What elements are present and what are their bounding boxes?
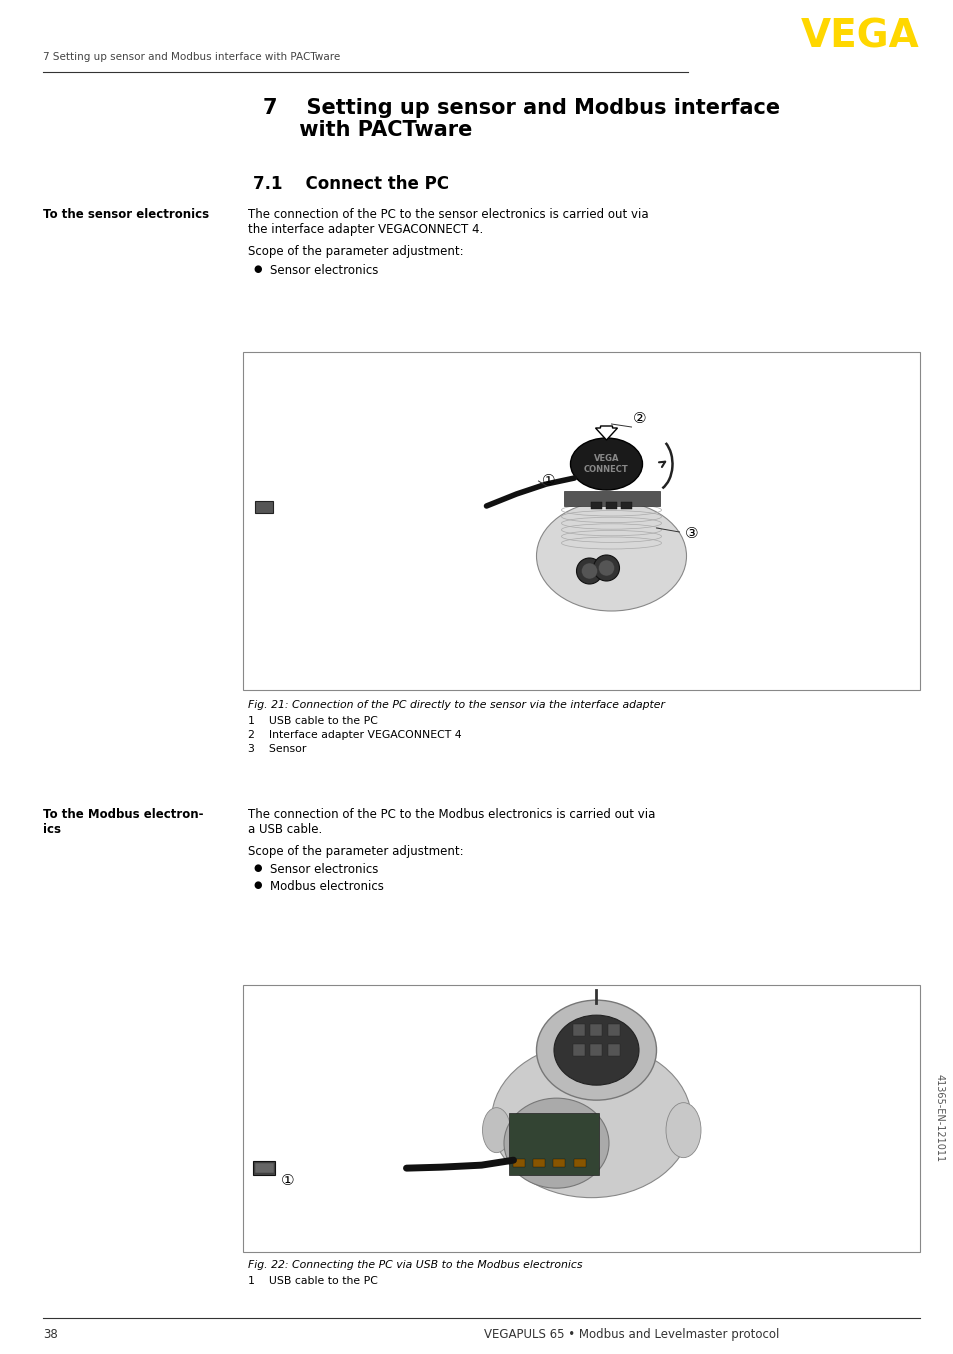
Circle shape [576, 558, 602, 584]
Bar [563, 492, 659, 506]
Bar [590, 1044, 602, 1056]
Bar [620, 502, 631, 509]
Ellipse shape [570, 437, 641, 490]
Text: VEGA: VEGA [801, 18, 919, 56]
Bar [533, 1159, 545, 1167]
Bar [572, 1044, 584, 1056]
Circle shape [581, 563, 597, 580]
Text: VEGAPULS 65 • Modbus and Levelmaster protocol: VEGAPULS 65 • Modbus and Levelmaster pro… [483, 1328, 779, 1340]
Ellipse shape [503, 1098, 608, 1189]
Bar [509, 1113, 598, 1175]
Ellipse shape [665, 1102, 700, 1158]
Text: 1    USB cable to the PC: 1 USB cable to the PC [248, 1275, 377, 1286]
Bar [573, 1159, 585, 1167]
Text: 3    Sensor: 3 Sensor [248, 743, 306, 754]
Text: Fig. 22: Connecting the PC via USB to the Modbus electronics: Fig. 22: Connecting the PC via USB to th… [248, 1261, 582, 1270]
Ellipse shape [536, 1001, 656, 1101]
Text: Sensor electronics: Sensor electronics [270, 264, 378, 278]
Bar [608, 1044, 619, 1056]
Bar [590, 1024, 602, 1036]
Text: Scope of the parameter adjustment:: Scope of the parameter adjustment: [248, 845, 463, 858]
Text: a USB cable.: a USB cable. [248, 823, 322, 837]
Text: 7.1    Connect the PC: 7.1 Connect the PC [253, 175, 449, 194]
Text: 38: 38 [43, 1328, 58, 1340]
Text: ①: ① [541, 474, 555, 489]
Text: To the sensor electronics: To the sensor electronics [43, 209, 209, 221]
Text: To the Modbus electron-: To the Modbus electron- [43, 808, 203, 821]
Text: 7    Setting up sensor and Modbus interface: 7 Setting up sensor and Modbus interface [263, 97, 780, 118]
Ellipse shape [482, 1108, 510, 1152]
Bar [254, 501, 273, 513]
Ellipse shape [554, 1016, 639, 1085]
Text: Modbus electronics: Modbus electronics [270, 880, 383, 894]
Bar [513, 1159, 525, 1167]
Bar [243, 352, 919, 691]
Text: ics: ics [43, 823, 61, 837]
Text: Fig. 21: Connection of the PC directly to the sensor via the interface adapter: Fig. 21: Connection of the PC directly t… [248, 700, 664, 709]
Text: Sensor electronics: Sensor electronics [270, 862, 378, 876]
Text: ●: ● [253, 880, 262, 890]
Circle shape [598, 561, 614, 575]
Text: Scope of the parameter adjustment:: Scope of the parameter adjustment: [248, 245, 463, 259]
Text: ②: ② [632, 412, 645, 427]
Text: the interface adapter VEGACONNECT 4.: the interface adapter VEGACONNECT 4. [248, 223, 483, 237]
Text: with PACTware: with PACTware [263, 121, 472, 139]
Text: ③: ③ [684, 527, 698, 542]
FancyArrow shape [595, 427, 617, 440]
Circle shape [593, 555, 618, 581]
Bar [590, 502, 601, 509]
Ellipse shape [491, 1043, 691, 1198]
Text: 7 Setting up sensor and Modbus interface with PACTware: 7 Setting up sensor and Modbus interface… [43, 51, 340, 62]
Text: 2    Interface adapter VEGACONNECT 4: 2 Interface adapter VEGACONNECT 4 [248, 730, 461, 741]
Text: The connection of the PC to the sensor electronics is carried out via: The connection of the PC to the sensor e… [248, 209, 648, 221]
Text: The connection of the PC to the Modbus electronics is carried out via: The connection of the PC to the Modbus e… [248, 808, 655, 821]
Text: ①: ① [281, 1173, 294, 1187]
Bar [608, 1024, 619, 1036]
Bar [254, 1163, 274, 1173]
Ellipse shape [536, 501, 686, 611]
Bar [253, 1162, 274, 1175]
Bar [243, 984, 919, 1252]
Text: ●: ● [253, 264, 262, 274]
Text: VEGA
CONNECT: VEGA CONNECT [583, 455, 628, 474]
Text: ●: ● [253, 862, 262, 873]
Text: 41365-EN-121011: 41365-EN-121011 [934, 1075, 944, 1163]
Bar [572, 1024, 584, 1036]
Text: 1    USB cable to the PC: 1 USB cable to the PC [248, 716, 377, 726]
Bar [553, 1159, 565, 1167]
Bar [605, 502, 617, 509]
